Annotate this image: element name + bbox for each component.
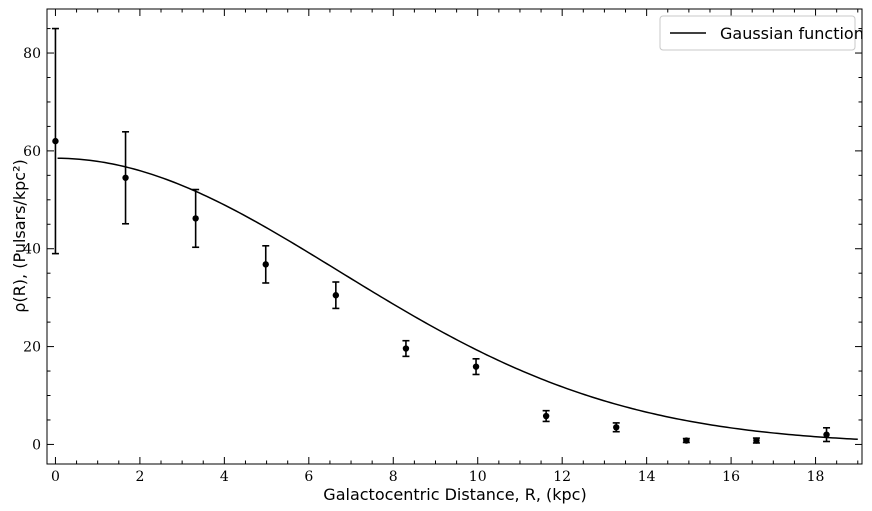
data-point [192,188,200,249]
legend-label-gaussian: Gaussian function [720,24,864,43]
x-tick-label: 2 [135,469,144,485]
data-point [332,281,340,310]
data-marker [823,431,830,438]
x-tick-label: 4 [220,469,229,485]
data-point [402,339,410,358]
data-marker [402,345,410,352]
y-axis-label: ρ(R), (Pulsars/kpc²) [10,159,29,312]
y-tick-label: 40 [23,242,41,258]
x-tick-label: 0 [51,469,60,485]
x-tick-labels: 0 2 4 6 8 10 12 14 16 18 [51,469,824,485]
data-marker [192,215,199,222]
data-point [542,409,550,423]
data-point [752,437,760,444]
x-tick-label: 10 [469,469,487,485]
x-tick-label: 6 [304,469,313,485]
data-marker [122,174,129,181]
y-tick-label: 80 [23,46,41,62]
data-marker [472,363,480,370]
data-marker [613,424,620,431]
y-tick-labels: 0 20 40 60 80 [23,46,41,453]
x-tick-label: 12 [553,469,571,485]
x-tick-label: 14 [638,469,656,485]
data-marker [52,137,59,145]
y-tick-label: 60 [23,144,41,160]
gaussian-function-line [57,157,858,441]
data-point [682,437,690,444]
data-marker [542,412,550,420]
data-point [472,358,480,376]
data-point [262,244,270,284]
plot-frame [46,8,863,465]
x-tick-label: 8 [389,469,398,485]
data-marker [262,261,269,268]
x-tick-label: 16 [722,469,740,485]
data-point [612,422,620,433]
x-axis-label: Galactocentric Distance, R, (kpc) [323,485,586,504]
legend-box [659,15,856,51]
y-tick-label: 20 [23,340,41,356]
y-tick-label: 0 [32,437,41,453]
legend: Gaussian function [659,15,864,51]
major-ticks [47,9,862,464]
data-marker [332,292,340,299]
data-point [122,131,130,225]
data-marker [753,437,760,444]
data-points [51,27,831,444]
minor-ticks [47,9,862,464]
data-point [823,426,831,443]
data-marker [683,437,690,444]
x-tick-label: 18 [807,469,825,485]
data-point [51,27,59,255]
